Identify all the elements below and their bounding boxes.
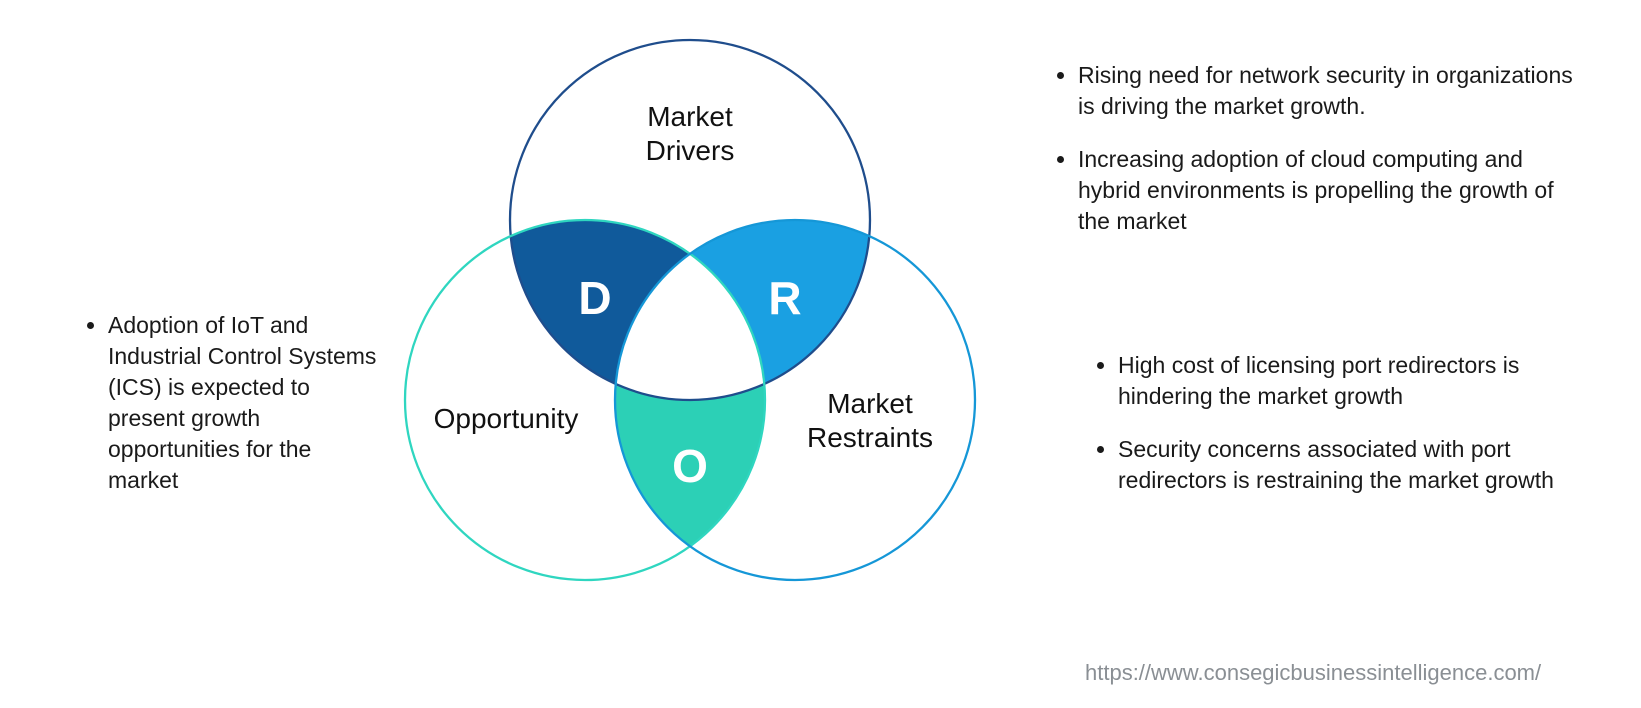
opportunity-bullets: Adoption of IoT and Industrial Control S… [80,310,380,518]
lens-letter-o: O [672,440,708,492]
label-market-drivers: MarketDrivers [570,100,810,167]
venn-label-line: Opportunity [434,403,579,434]
label-market-restraints: MarketRestraints [750,387,990,454]
lens-letter-d: D [578,272,611,324]
bullet-item: High cost of licensing port redirectors … [1118,350,1570,412]
source-url: https://www.consegicbusinessintelligence… [1085,660,1541,686]
diagram-canvas: D R O MarketDrivers Opportunity MarketRe… [0,0,1641,708]
drivers-bullets: Rising need for network security in orga… [1050,60,1580,259]
venn-label-line: Market [827,388,913,419]
venn-label-line: Restraints [807,422,933,453]
venn-label-line: Drivers [646,135,735,166]
bullet-item: Increasing adoption of cloud computing a… [1078,144,1580,237]
lens-letter-r: R [768,272,801,324]
restraints-bullets: High cost of licensing port redirectors … [1090,350,1570,518]
bullet-item: Adoption of IoT and Industrial Control S… [108,310,380,496]
label-opportunity: Opportunity [386,402,626,436]
bullet-item: Security concerns associated with port r… [1118,434,1570,496]
venn-label-line: Market [647,101,733,132]
bullet-item: Rising need for network security in orga… [1078,60,1580,122]
